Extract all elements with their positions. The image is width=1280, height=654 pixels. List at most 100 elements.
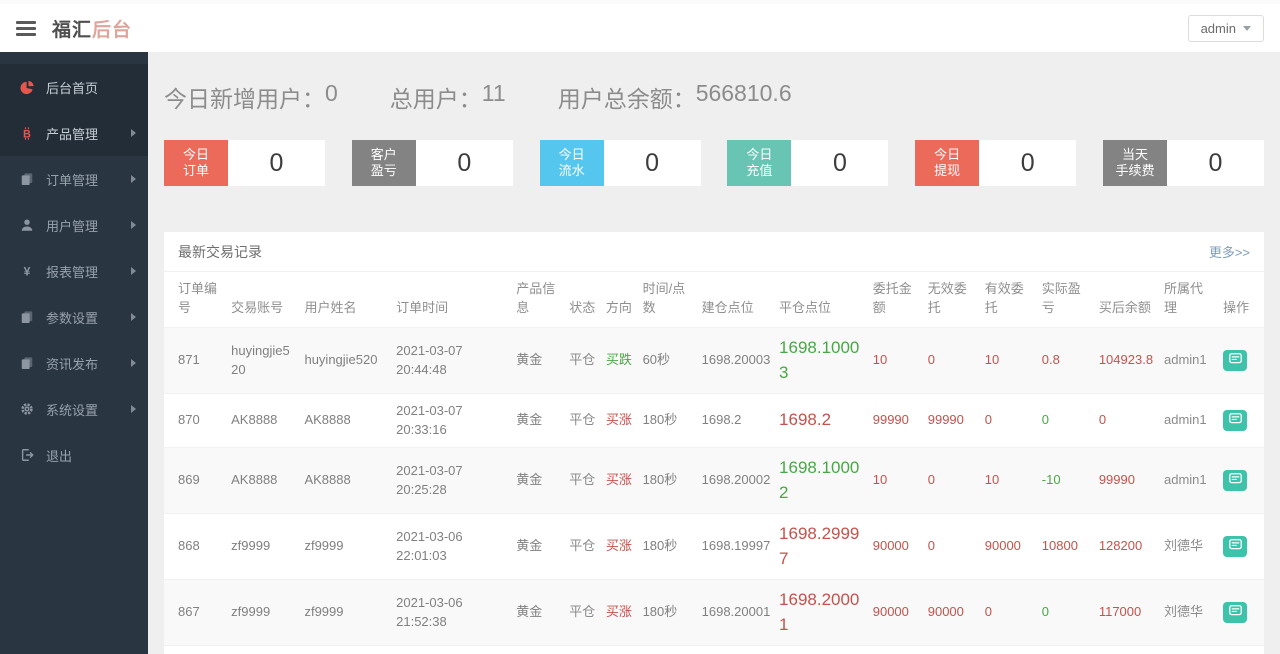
stat-card-5: 当天 手续费 0 xyxy=(1102,140,1264,186)
cell-invalid: 0 xyxy=(927,472,935,488)
cell-close-point: 1698.20001 xyxy=(779,589,860,635)
stat-card-value: 0 xyxy=(603,140,701,186)
order-detail-button[interactable] xyxy=(1223,469,1248,491)
cell-status: 平仓 xyxy=(565,645,602,654)
cell-order-time: 2021-03-07 20:25:28 xyxy=(396,462,463,498)
svg-text:B: B xyxy=(23,128,31,140)
cell-account: zf999 xyxy=(227,645,300,654)
order-detail-button[interactable] xyxy=(1223,535,1248,557)
logout-icon xyxy=(16,448,38,462)
stat-card-value: 0 xyxy=(979,140,1077,186)
orders-icon xyxy=(16,172,38,186)
cell-invalid: 90000 xyxy=(927,604,964,620)
table-row: 870 AK8888 AK8888 2021-03-07 20:33:16 黄金 平仓 买涨… xyxy=(164,393,1264,448)
cell-account: zf9999 xyxy=(231,538,271,554)
cell-username: zf9999 xyxy=(304,604,344,620)
sidebar-item-1[interactable]: B 产品管理 xyxy=(0,110,148,156)
menu-toggle-icon[interactable] xyxy=(16,18,36,39)
stat-card-0: 今日 订单 0 xyxy=(164,140,325,186)
sidebar: 后台首页 B 产品管理订单管理 用户管理 ¥ 报表管理参数设置资讯发布系统设置退出 xyxy=(0,52,148,654)
column-header: 订单编号 xyxy=(178,281,218,315)
table-header-row: 订单编号 交易账号 用户姓名 订单时间 产品信息 状态 方向 时间/点数 建仓点位 平仓点位 委托金… xyxy=(164,272,1264,328)
cell-direction: 买跌 xyxy=(605,352,632,368)
cell-account: huyingjie520 xyxy=(231,342,290,378)
stat-label: 用户总余额： xyxy=(557,86,696,112)
cell-valid: 10 xyxy=(984,472,1000,488)
user-menu-button[interactable]: admin xyxy=(1187,14,1264,42)
stat-card-label: 今日 订单 xyxy=(164,140,228,186)
cell-order-id: 869 xyxy=(178,472,200,488)
sidebar-item-3[interactable]: 用户管理 xyxy=(0,202,148,248)
cell-agent: admin1 xyxy=(1164,412,1207,428)
order-detail-button[interactable] xyxy=(1223,601,1248,623)
sidebar-item-0[interactable]: 后台首页 xyxy=(0,64,148,110)
column-header: 产品信息 xyxy=(516,281,556,315)
stat-card-2: 今日 流水 0 xyxy=(539,140,701,186)
list-icon xyxy=(1228,472,1242,488)
sidebar-item-5[interactable]: 参数设置 xyxy=(0,294,148,340)
cell-actions xyxy=(1219,447,1264,513)
chevron-right-icon xyxy=(131,221,136,229)
gear-icon xyxy=(16,402,38,416)
sidebar-item-7[interactable]: 系统设置 xyxy=(0,386,148,432)
column-header: 买后余额 xyxy=(1098,299,1151,315)
sidebar-item-label: 资讯发布 xyxy=(46,356,99,372)
transactions-panel: 最新交易记录 更多>> 订单编号 交易账号 用户姓名 订单时间 产品信息 状态 方向 时间/点… xyxy=(164,232,1264,654)
column-header: 用户姓名 xyxy=(304,299,357,315)
app-logo[interactable]: 福汇后台 xyxy=(52,15,132,42)
sidebar-item-2[interactable]: 订单管理 xyxy=(0,156,148,202)
cell-duration: 180秒 xyxy=(642,604,678,620)
sidebar-item-label: 退出 xyxy=(46,448,73,464)
cell-close-point: 1698.29997 xyxy=(779,523,860,569)
params-icon xyxy=(16,310,38,324)
more-link[interactable]: 更多>> xyxy=(1208,245,1250,260)
cell-order-time: 2021-03-06 21:52:02 xyxy=(392,645,512,654)
cell-invalid: 0 xyxy=(927,538,935,554)
cell-actions xyxy=(1219,513,1264,579)
cell-direction: 买涨 xyxy=(605,472,632,488)
cell-actions xyxy=(1219,327,1264,393)
cell-profit: -1000 xyxy=(1038,645,1095,654)
cell-product: 黄金 xyxy=(516,412,543,428)
cell-order-id: 868 xyxy=(178,538,200,554)
sidebar-item-6[interactable]: 资讯发布 xyxy=(0,340,148,386)
cell-balance: 117000 xyxy=(1098,604,1142,620)
cell-username: zf999 xyxy=(300,645,392,654)
chevron-down-icon xyxy=(1243,25,1251,31)
column-header: 有效委托 xyxy=(984,281,1024,315)
yen-icon: ¥ xyxy=(16,264,38,278)
stat-card-label: 客户 盈亏 xyxy=(351,140,416,186)
chevron-right-icon xyxy=(131,175,136,183)
sidebar-item-label: 产品管理 xyxy=(46,126,99,142)
sidebar-item-4[interactable]: ¥ 报表管理 xyxy=(0,248,148,294)
cell-duration: 180秒 xyxy=(639,645,698,654)
cell-close-point: 1698.10002 xyxy=(779,457,860,503)
cell-open-point: 1698.20003 xyxy=(701,352,771,368)
cell-duration: 60秒 xyxy=(642,352,671,368)
cell-profit: -10 xyxy=(1041,472,1061,488)
order-detail-button[interactable] xyxy=(1223,349,1248,371)
chevron-right-icon xyxy=(131,313,136,321)
cell-order-time: 2021-03-06 21:52:38 xyxy=(396,594,463,630)
cell-order-time: 2021-03-06 22:01:03 xyxy=(396,528,463,564)
cell-agent: admin1 xyxy=(1164,352,1207,368)
cell-close-point: 1698.2 xyxy=(779,410,832,430)
column-header: 平仓点位 xyxy=(779,299,832,315)
cell-order-id: 867 xyxy=(178,604,200,620)
cell-username: AK8888 xyxy=(304,472,351,488)
cell-valid: 0 xyxy=(984,412,992,428)
stat-card-value: 0 xyxy=(228,140,325,186)
sidebar-item-label: 报表管理 xyxy=(46,264,99,280)
chevron-right-icon xyxy=(131,267,136,275)
cell-close-point: 1698.10003 xyxy=(779,337,860,383)
cell-order-id: 871 xyxy=(178,352,200,368)
sidebar-item-8[interactable]: 退出 xyxy=(0,432,148,478)
cell-product: 黄金 xyxy=(516,604,543,620)
column-header: 交易账号 xyxy=(231,299,284,315)
cell-product: 黄金 xyxy=(516,472,543,488)
cell-direction: 买涨 xyxy=(605,538,632,554)
order-detail-button[interactable] xyxy=(1223,409,1248,431)
cell-balance: 99990 xyxy=(1098,472,1135,488)
stat-card-value: 0 xyxy=(791,140,889,186)
stat-value: 11 xyxy=(481,80,506,106)
